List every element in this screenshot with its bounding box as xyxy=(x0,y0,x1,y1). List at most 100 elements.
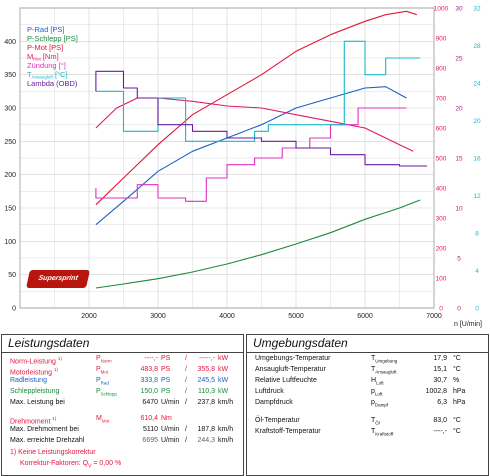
legend-entry: Lambda (OBD) xyxy=(27,79,78,88)
row-unit-2: km/h xyxy=(218,399,234,406)
row-value-2: 110,3 xyxy=(198,388,215,395)
row-unit-2: kW xyxy=(218,377,229,384)
leistung-row: Max. erreichte Drehzahl 6695 U/min / 244,3 km… xyxy=(2,435,243,446)
right-axis-ticks: 0100200300400500600700800900100005101520… xyxy=(434,6,481,313)
row-symbol: TUmgebung xyxy=(371,355,398,364)
leistung-row: Drehmoment 1) MMot 610,4 Nm xyxy=(2,413,243,426)
legend-entry: Zündung [°] xyxy=(27,61,66,70)
row-value-1: 5110 xyxy=(142,426,158,433)
right-axis-tick-label: 700 xyxy=(436,96,447,103)
left-tick-label: 200 xyxy=(4,172,16,179)
left-tick-label: 250 xyxy=(4,139,16,146)
leistung-row: Max. Drehmoment bei 5110 U/min / 187,8 km/h xyxy=(2,424,243,435)
right-axis-tick-label: 28 xyxy=(473,43,481,50)
row-separator: / xyxy=(185,366,187,373)
right-axis-tick-label: 100 xyxy=(436,276,447,283)
row-value: 15,1 xyxy=(433,366,447,373)
legend-entry: P-Mot [PS] xyxy=(27,43,63,52)
left-tick-label: 350 xyxy=(4,72,16,79)
leistung-row: Schleppleistung PSchlepp 150,0 PS / 110,3 kW xyxy=(2,386,243,397)
row-value-2: 244,3 xyxy=(197,437,215,444)
row-label: Schleppleistung xyxy=(10,388,60,395)
row-value-1: 333,8 xyxy=(140,377,158,384)
right-axis-tick-label: 32 xyxy=(473,6,481,13)
row-symbol: TAnsaugluft xyxy=(371,366,397,375)
x-axis-ticks: 2000 3000 4000 5000 6000 7000 n [U/min] xyxy=(81,313,482,328)
right-axis-tick-label: 24 xyxy=(473,81,481,88)
row-symbol: PSchlepp xyxy=(96,388,117,397)
row-unit-2: kW xyxy=(218,355,229,362)
right-axis-tick-label: 200 xyxy=(436,246,447,253)
right-axis-tick-label: 20 xyxy=(455,106,463,113)
row-unit: hPa xyxy=(453,399,466,406)
row-label: Norm-Leistung 1) xyxy=(10,356,62,366)
row-label: Kraftstoff-Temperatur xyxy=(255,428,321,435)
row-symbol: pDampf xyxy=(371,399,389,408)
leistungsdaten-panel: Leistungsdaten Norm-Leistung 1) PNorm ----… xyxy=(1,334,244,476)
row-unit: °C xyxy=(453,428,461,435)
row-label: Ansaugluft-Temperatur xyxy=(255,366,326,373)
row-separator: / xyxy=(185,388,187,395)
umgebung-row: Ansaugluft-Temperatur TAnsaugluft 15,1 °C xyxy=(247,364,488,375)
row-label: Max. Drehmoment bei xyxy=(10,426,79,433)
right-axis-tick-label: 20 xyxy=(473,118,481,125)
right-axis-tick-label: 15 xyxy=(455,156,463,163)
umgebung-row: Kraftstoff-Temperatur TKraftstoff ----,- °C xyxy=(247,426,488,437)
leistung-row: Norm-Leistung 1) PNorm ----,- PS / -----,- kW xyxy=(2,353,243,366)
right-axis-tick-label: 900 xyxy=(436,36,447,43)
row-label: Luftdruck xyxy=(255,388,284,395)
series-line xyxy=(95,40,421,142)
leistung-row: Max. Leistung bei 6470 U/min / 237,8 km/h xyxy=(2,397,243,408)
row-separator: / xyxy=(185,437,187,444)
x-tick-label: 4000 xyxy=(219,313,235,320)
row-symbol: PRad xyxy=(96,377,109,386)
x-tick-label: 7000 xyxy=(426,313,442,320)
row-value: 1002,8 xyxy=(425,388,447,395)
leistungsdaten-title: Leistungsdaten xyxy=(2,335,243,353)
row-symbol: PNorm xyxy=(96,355,112,364)
row-value-2: 245,5 xyxy=(197,377,215,384)
row-value-1: 483,8 xyxy=(140,366,158,373)
legend-entry: P-Schlepp [PS] xyxy=(27,34,78,43)
legend-entry: P-Rad [PS] xyxy=(27,25,65,34)
x-tick-label: 5000 xyxy=(288,313,304,320)
row-unit-1: U/min xyxy=(161,399,180,406)
right-axis-tick-label: 12 xyxy=(473,193,481,200)
right-axis-tick-label: 400 xyxy=(436,186,447,193)
row-value: 17,9 xyxy=(433,355,447,362)
series-line xyxy=(95,10,417,206)
row-unit: °C xyxy=(453,417,461,424)
row-value-1: ----,- xyxy=(144,355,158,362)
row-symbol: pLuft xyxy=(371,388,383,397)
row-value: ----,- xyxy=(433,428,447,435)
row-symbol: MMot xyxy=(96,415,110,424)
row-unit-1: U/min xyxy=(161,426,180,433)
umgebung-row: Umgebungs-Temperatur TUmgebung 17,9 °C xyxy=(247,353,488,364)
row-label: Relative Luftfeuchte xyxy=(255,377,317,384)
row-unit-1: PS xyxy=(161,388,171,395)
right-axis-tick-label: 0 xyxy=(457,306,461,313)
row-value-2: 237,8 xyxy=(197,399,215,406)
row-value-2: 187,8 xyxy=(197,426,215,433)
right-axis-tick-label: 600 xyxy=(436,126,447,133)
footnote-1: 1) Keine Leistungskorrektur xyxy=(10,449,96,456)
left-tick-label: 300 xyxy=(4,106,16,113)
series-line xyxy=(95,97,414,152)
row-symbol: HLuft xyxy=(371,377,384,386)
right-axis-tick-label: 0 xyxy=(475,306,479,313)
row-label: Motorleistung 1) xyxy=(10,367,58,377)
leistung-row: Motorleistung 1) PMot 483,8 PS / 355,8 kW xyxy=(2,364,243,377)
left-tick-label: 50 xyxy=(8,272,16,279)
right-axis-tick-label: 300 xyxy=(436,216,447,223)
row-symbol: PMot xyxy=(96,366,109,375)
row-separator: / xyxy=(185,399,187,406)
right-axis-tick-label: 0 xyxy=(439,306,443,313)
brand-logo: Supersprint xyxy=(26,270,90,288)
row-unit-2: km/h xyxy=(218,426,234,433)
row-label: Drehmoment 1) xyxy=(10,416,57,426)
row-unit: °C xyxy=(453,355,461,362)
umgebung-row: Luftdruck pLuft 1002,8 hPa xyxy=(247,386,488,397)
right-axis-tick-label: 30 xyxy=(455,6,463,13)
row-value: 83,0 xyxy=(433,417,447,424)
right-axis-tick-label: 5 xyxy=(457,256,461,263)
